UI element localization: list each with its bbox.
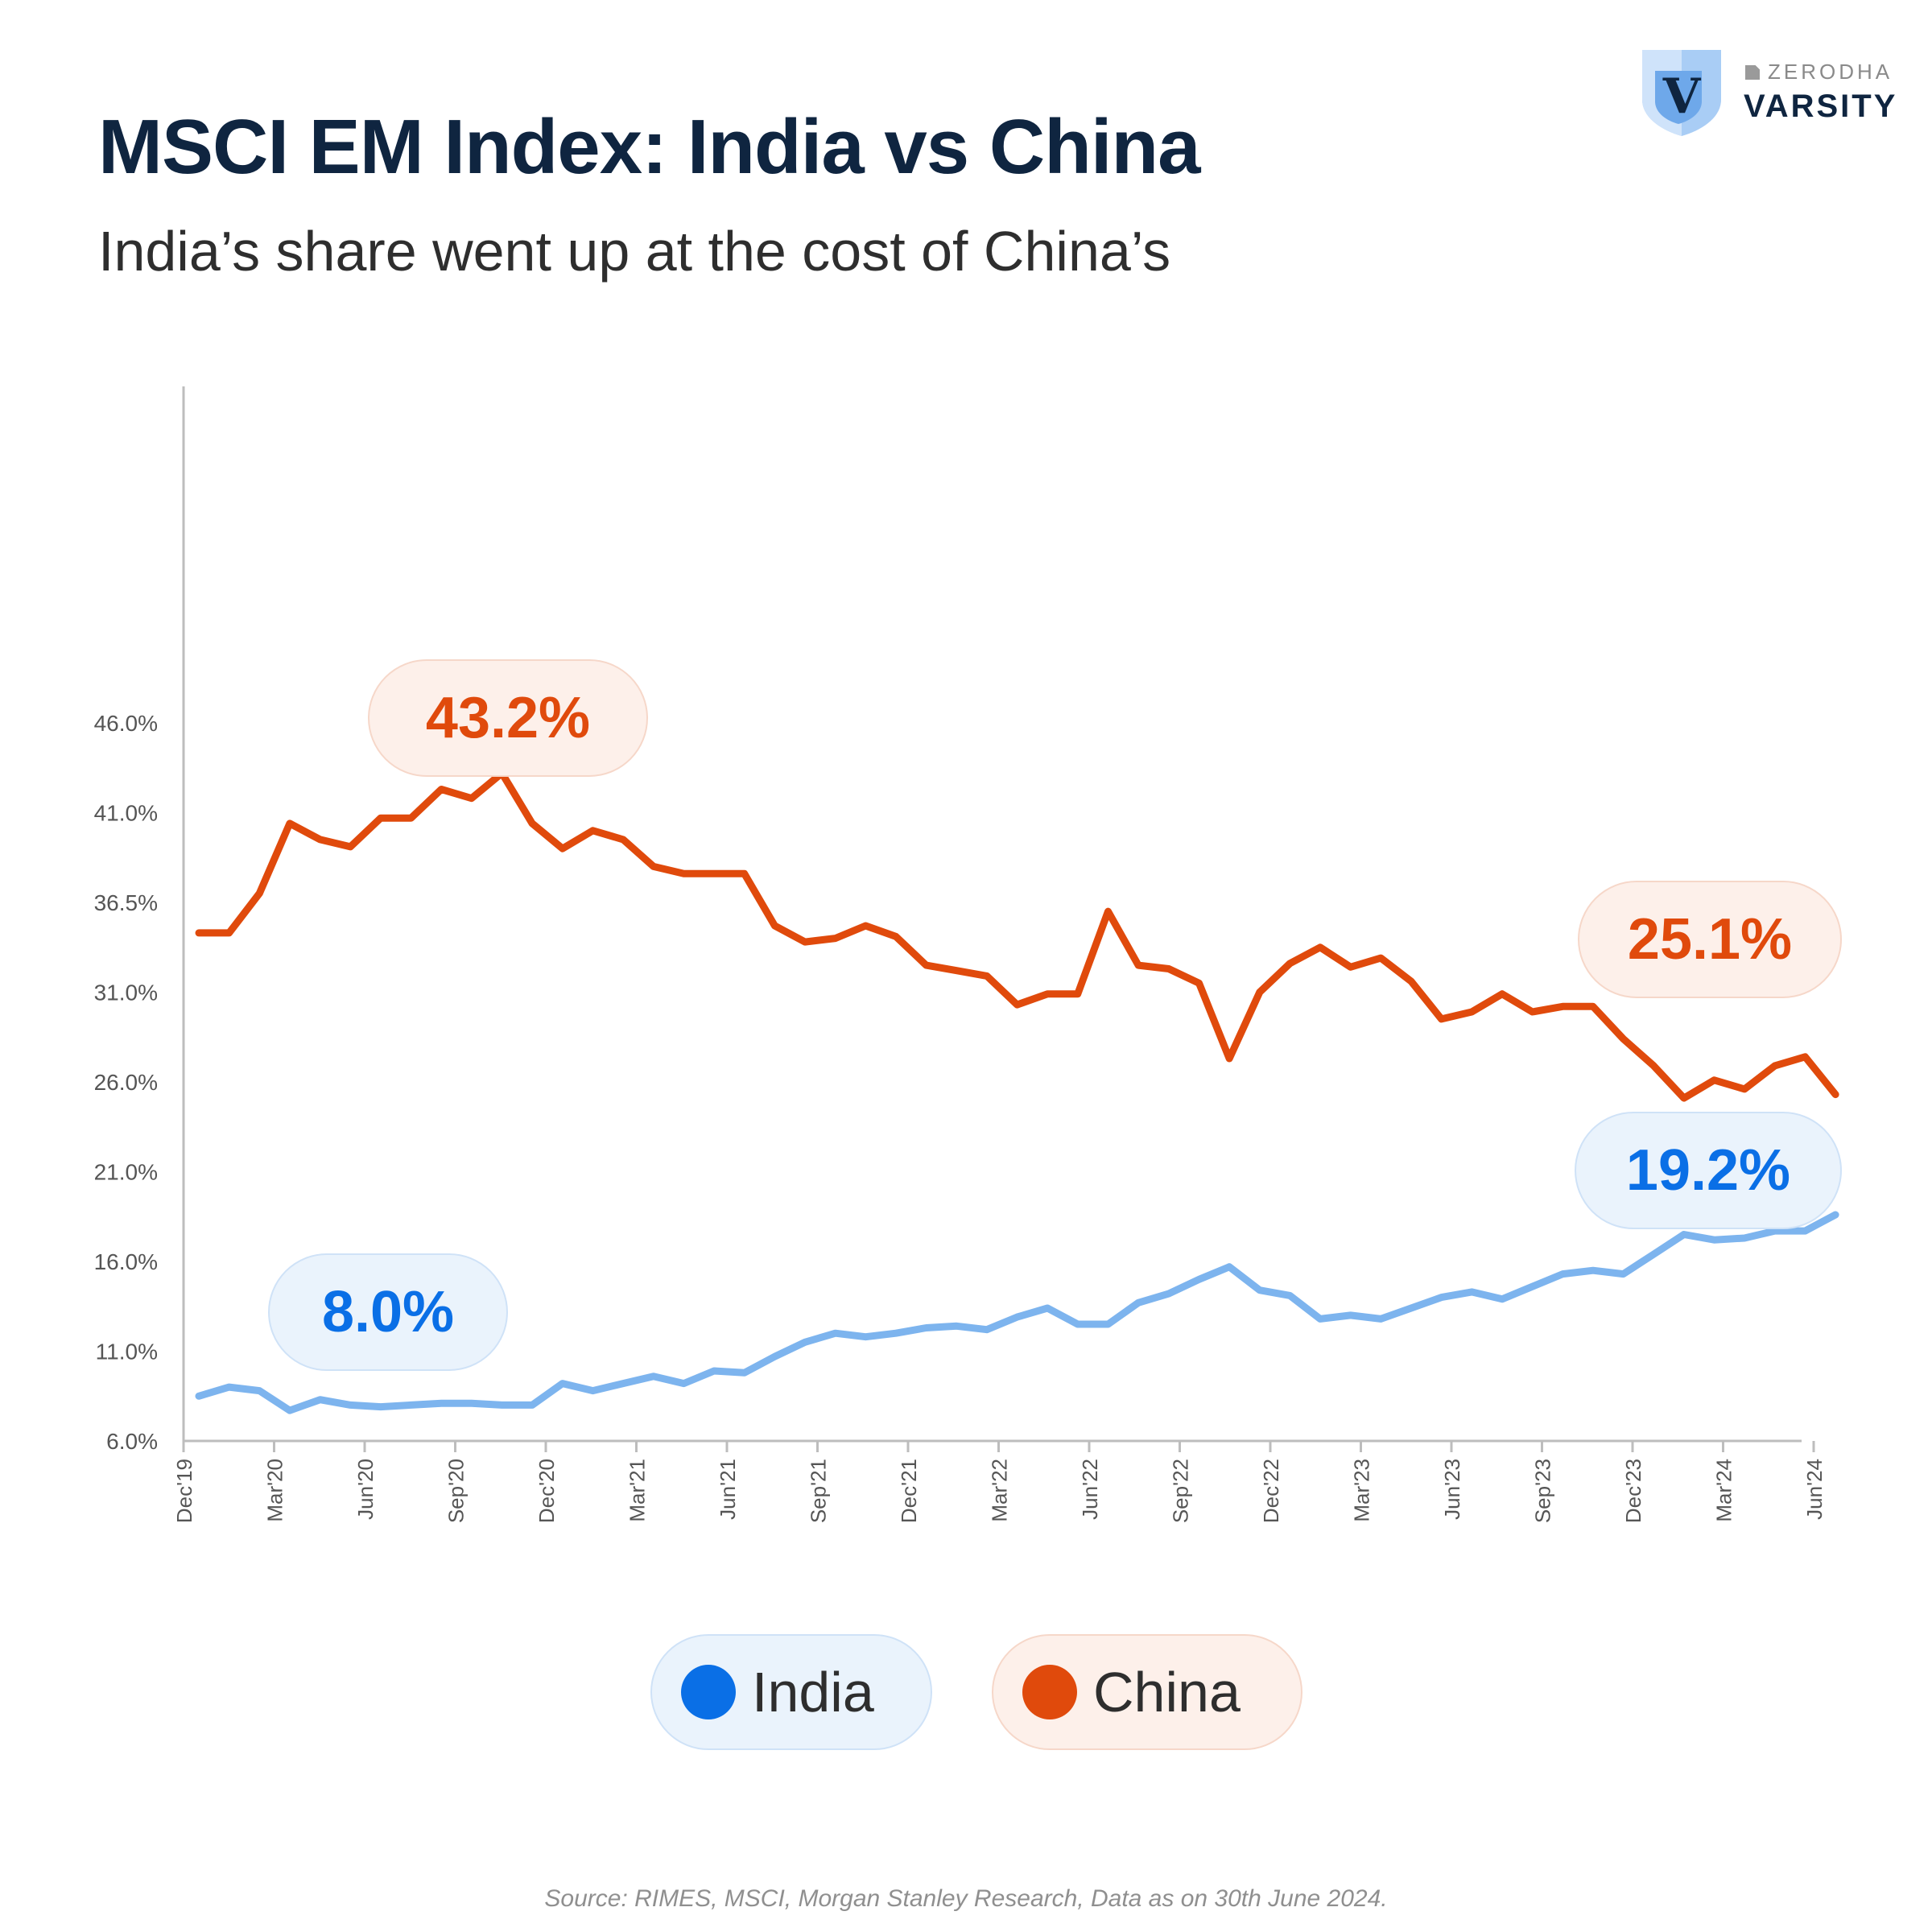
x-tick-label: Mar'21: [625, 1459, 650, 1522]
x-tick-label: Sep'20: [444, 1459, 469, 1523]
legend-label-india: India: [752, 1661, 874, 1724]
data-label-china: 25.1%: [1578, 881, 1842, 998]
data-labels: 8.0% 19.2% 43.2% 25.1%: [268, 659, 1842, 1371]
y-tick-label: 26.0%: [94, 1070, 158, 1095]
data-label-text: 43.2%: [426, 686, 590, 750]
legend: India China: [0, 1634, 1932, 1755]
x-tick-label: Mar'22: [988, 1459, 1012, 1522]
logo-brand-top: ZERODHA: [1745, 60, 1893, 85]
data-label-text: 25.1%: [1628, 907, 1792, 972]
x-tick-label: Jun'20: [353, 1459, 378, 1520]
logo-brand-main: VARSITY: [1744, 89, 1898, 124]
x-tick-label: Dec'23: [1621, 1459, 1645, 1523]
x-axis: Dec'19 Mar'20 Jun'20 Sep'20 Dec'20 Mar'21 Jun'…: [172, 1439, 1827, 1523]
x-tick-label: Jun'21: [716, 1459, 740, 1520]
series-line-india: [195, 1211, 1839, 1414]
logo-initial: V: [1662, 68, 1702, 125]
data-label-china: 43.2%: [368, 659, 648, 777]
x-tick-label: Sep'23: [1531, 1459, 1555, 1523]
zerodha-mark-icon: [1745, 65, 1760, 80]
data-label-pill: [1578, 881, 1842, 998]
x-tick-label: Dec'19: [172, 1459, 196, 1523]
legend-item-china: China: [992, 1634, 1302, 1750]
y-tick-label: 31.0%: [94, 980, 158, 1005]
y-tick-label: 11.0%: [96, 1340, 158, 1364]
x-tick-label: Mar'24: [1712, 1459, 1736, 1522]
x-tick-label: Dec'20: [535, 1459, 559, 1523]
legend-label-china: China: [1093, 1661, 1241, 1724]
china-dot-icon: [1022, 1665, 1077, 1719]
chart-subtitle: India’s share went up at the cost of Chi…: [98, 220, 1171, 283]
india-dot-icon: [681, 1665, 736, 1719]
data-label-india: 8.0%: [268, 1253, 508, 1371]
y-tick-label: 36.5%: [94, 890, 158, 915]
x-tick-label: Dec'22: [1259, 1459, 1283, 1523]
y-tick-label: 46.0%: [94, 711, 158, 736]
x-tick-label: Dec'21: [897, 1459, 921, 1523]
data-label-pill: [368, 659, 648, 777]
y-tick-label: 41.0%: [94, 801, 158, 826]
source-note: Source: RIMES, MSCI, Morgan Stanley Rese…: [544, 1885, 1388, 1912]
x-tick-label: Mar'23: [1350, 1459, 1374, 1522]
y-tick-label: 16.0%: [94, 1249, 158, 1274]
chart-title: MSCI EM Index: India vs China: [98, 104, 1201, 190]
shield-icon: V: [1642, 50, 1721, 136]
x-tick-label: Jun'24: [1802, 1459, 1827, 1520]
data-label-text: 19.2%: [1626, 1138, 1790, 1203]
data-label-pill: [1575, 1112, 1842, 1229]
y-tick-label: 21.0%: [94, 1160, 158, 1185]
legend-item-india: India: [650, 1634, 932, 1750]
data-label-india: 19.2%: [1575, 1112, 1842, 1229]
x-tick-label: Sep'22: [1169, 1459, 1193, 1523]
x-tick-label: Jun'22: [1078, 1459, 1102, 1520]
series: [195, 769, 1839, 1414]
data-label-text: 8.0%: [322, 1280, 454, 1344]
varsity-logo: V ZERODHA VARSITY: [1634, 47, 1908, 139]
x-tick-label: Sep'21: [807, 1459, 831, 1523]
y-axis: 6.0% 11.0% 16.0% 21.0% 26.0% 31.0% 36.5% 41.0% 4…: [94, 386, 185, 1454]
x-tick-label: Jun'23: [1440, 1459, 1464, 1520]
series-line-china: [195, 769, 1839, 1102]
data-label-pill: [268, 1253, 508, 1371]
y-tick-label: 6.0%: [106, 1429, 158, 1454]
x-tick-label: Mar'20: [263, 1459, 287, 1522]
